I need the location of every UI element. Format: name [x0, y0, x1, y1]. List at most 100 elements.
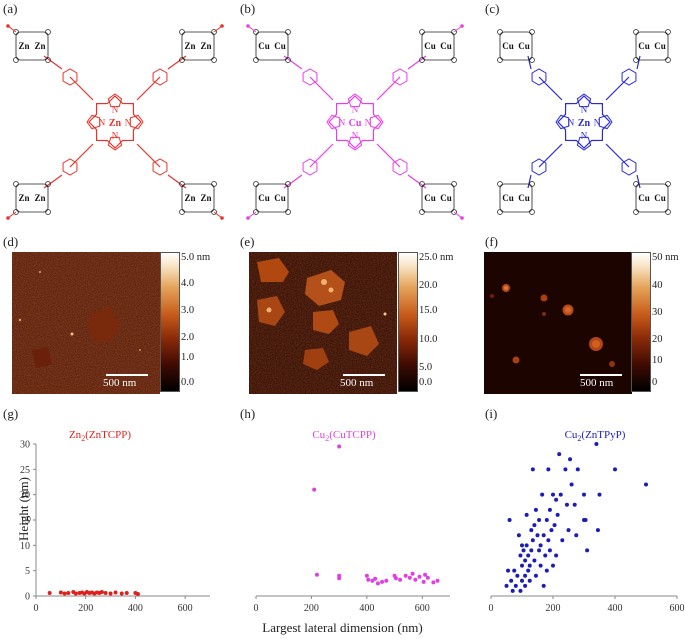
- linker-bond: [309, 143, 334, 168]
- phenyl-ring: [302, 158, 318, 176]
- linker-bond: [605, 143, 630, 168]
- data-point: [575, 467, 580, 472]
- data-point: [421, 579, 426, 584]
- data-point: [520, 578, 524, 583]
- linker-bond: [167, 55, 187, 70]
- data-point: [135, 591, 140, 596]
- linker-bond: [283, 174, 303, 189]
- data-point: [554, 497, 559, 502]
- linker-bond: [309, 76, 334, 101]
- colorbar-f: [631, 252, 651, 392]
- paddle-wheel-cluster: Zn Zn: [13, 29, 51, 63]
- phenyl-ring: [531, 158, 547, 176]
- cluster-metal-label: Zn: [184, 193, 195, 203]
- panel-label-f: (f): [485, 234, 498, 249]
- data-point: [526, 553, 531, 558]
- scatter-chart-g: 0 200 400 600 0 5 10 15 20 25 30 Zn2(ZnTCPP): [20, 429, 210, 614]
- paddle-wheel-cluster: Cu Cu: [253, 181, 291, 215]
- data-point: [544, 518, 549, 522]
- data-point: [527, 578, 532, 583]
- data-point: [546, 467, 551, 472]
- phenyl-ring: [152, 68, 168, 86]
- porphyrin-ring: [88, 95, 142, 149]
- data-point: [370, 578, 375, 583]
- data-point: [572, 502, 577, 507]
- phenyl-ring: [152, 158, 168, 176]
- data-point: [563, 467, 568, 472]
- data-point: [533, 507, 538, 512]
- cluster-metal-label: Cu: [518, 193, 530, 203]
- nitrogen-label: N: [581, 105, 588, 115]
- scatter-chart-i: 0 200 400 600 Cu2(ZnTPyP): [489, 429, 685, 614]
- x-tick-label: 0: [34, 603, 39, 614]
- colorbar-d-tick-2: 3.0: [181, 305, 195, 316]
- data-point: [515, 573, 520, 578]
- phenyl-ring: [392, 158, 408, 176]
- data-point: [507, 518, 512, 522]
- nitrogen-label: N: [112, 131, 119, 141]
- data-point: [560, 538, 565, 543]
- data-point: [532, 523, 537, 528]
- colorbar-e: [398, 252, 418, 392]
- linker-bond: [136, 76, 161, 101]
- x-tick-label: 400: [359, 603, 374, 614]
- cluster-metal-label: Cu: [638, 41, 650, 51]
- colorbar-d-tick-5: 0.0: [181, 377, 195, 388]
- data-point: [366, 577, 371, 582]
- linker-bond: [407, 174, 427, 189]
- data-point: [398, 577, 403, 582]
- x-tick-label: 600: [178, 603, 193, 614]
- cluster-metal-label: Zn: [200, 193, 211, 203]
- data-point: [582, 492, 586, 497]
- data-point: [524, 512, 529, 517]
- cluster-metal-label: Cu: [654, 41, 666, 51]
- scalebar-f: [580, 374, 622, 376]
- linker-bond: [69, 76, 94, 101]
- nitrogen-label: N: [339, 118, 346, 128]
- data-point: [99, 589, 104, 594]
- panel-label-c: (c): [485, 1, 500, 16]
- data-point: [523, 583, 528, 588]
- cluster-metal-label: Zn: [34, 41, 45, 51]
- paddle-wheel-cluster: Zn Zn: [179, 29, 217, 63]
- linker-bond: [605, 76, 630, 101]
- y-tick-label: 10: [20, 541, 30, 552]
- colorbar-f-tick-4: 10: [652, 355, 663, 366]
- data-point: [530, 467, 535, 472]
- data-point: [523, 573, 528, 578]
- cluster-metal-label: Cu: [502, 193, 514, 203]
- cluster-metal-label: Zn: [200, 41, 211, 51]
- panel-label-i: (i): [485, 406, 498, 421]
- data-point: [529, 528, 534, 533]
- cluster-metal-label: Cu: [502, 41, 514, 51]
- linker-bond: [43, 174, 63, 189]
- data-point: [435, 578, 440, 583]
- x-tick-label: 200: [304, 603, 319, 614]
- nitrogen-label: N: [99, 118, 106, 128]
- y-tick-label: 20: [20, 490, 30, 501]
- colorbar-d: [160, 252, 180, 392]
- data-point: [47, 590, 52, 595]
- panel-label-d: (d): [3, 234, 19, 249]
- linker-bond: [136, 143, 161, 168]
- cluster-metal-label: Zn: [18, 193, 29, 203]
- data-point: [312, 487, 317, 492]
- arrow-head: [246, 24, 250, 28]
- data-point: [337, 444, 342, 449]
- chart-title: Cu2(CuTCPP): [312, 429, 376, 443]
- core-metal-label: Cu: [349, 118, 362, 129]
- data-point: [431, 580, 436, 585]
- y-tick-label: 25: [20, 465, 30, 476]
- data-point: [413, 577, 418, 582]
- porphyrin-ring: [557, 95, 611, 149]
- nitrogen-label: N: [581, 131, 588, 141]
- pyrrole-ring: [347, 136, 363, 151]
- linker-bond: [376, 76, 401, 101]
- linker-bond: [407, 55, 427, 70]
- data-point: [516, 533, 521, 538]
- scalebar-label-d: 500 nm: [103, 377, 137, 389]
- cluster-metal-label: Cu: [258, 193, 270, 203]
- nitrogen-label: N: [352, 131, 359, 141]
- data-point: [113, 590, 118, 595]
